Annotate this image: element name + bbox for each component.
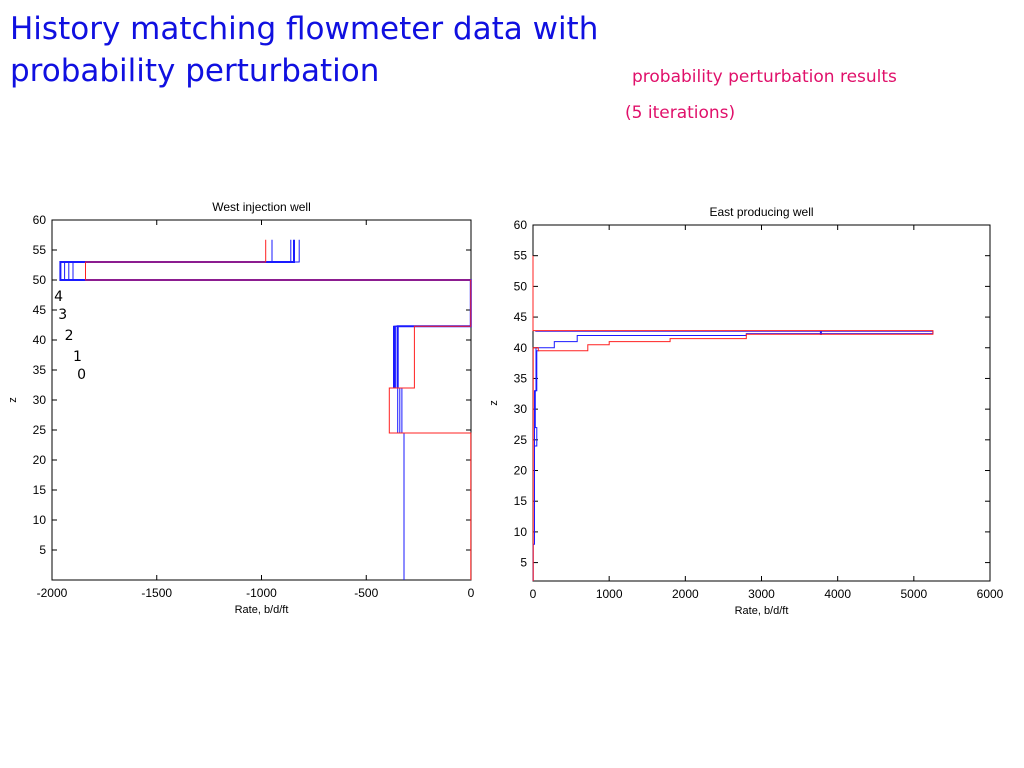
east-x-tick-label: 3000 — [748, 587, 775, 601]
west-y-tick-label: 55 — [33, 243, 47, 257]
east-x-tick-label: 1000 — [596, 587, 623, 601]
east-y-tick-label: 5 — [520, 556, 527, 570]
east-y-tick-label: 15 — [514, 494, 528, 508]
west-iteration-label: 1 — [73, 349, 82, 365]
west-iteration-label: 4 — [54, 289, 63, 305]
east-y-tick-label: 45 — [514, 310, 528, 324]
west-y-tick-label: 50 — [33, 273, 47, 287]
west-y-tick-label: 35 — [33, 363, 47, 377]
east-series-red-3 — [532, 255, 934, 581]
west-x-tick-label: -1500 — [141, 586, 172, 600]
west-x-axis-label: Rate, b/d/ft — [235, 604, 289, 616]
east-x-tick-label: 6000 — [977, 587, 1004, 601]
east-y-tick-label: 10 — [514, 525, 528, 539]
subtitle-results: probability perturbation results — [632, 67, 897, 87]
east-y-tick-label: 25 — [514, 433, 528, 447]
west-x-tick-label: -2000 — [37, 586, 68, 600]
slide-title-line-2: probability perturbation — [10, 53, 380, 89]
east-y-tick-label: 40 — [514, 341, 528, 355]
west-iteration-label: 0 — [77, 367, 86, 383]
east-y-tick-label: 55 — [514, 249, 528, 263]
east-y-axis-label: z — [488, 400, 500, 406]
east-y-tick-label: 20 — [514, 464, 528, 478]
west-y-tick-label: 30 — [33, 393, 47, 407]
west-y-tick-label: 40 — [33, 333, 47, 347]
slide-title-line-1: History matching flowmeter data with — [10, 11, 599, 47]
west-y-tick-label: 60 — [33, 213, 47, 227]
west-y-tick-label: 20 — [33, 453, 47, 467]
east-x-axis-label: Rate, b/d/ft — [735, 605, 789, 617]
west-x-tick-label: -1000 — [246, 586, 277, 600]
west-iteration-label: 2 — [65, 328, 74, 344]
east-plot-area — [532, 224, 991, 582]
east-series-blue-1 — [534, 350, 540, 446]
east-y-tick-label: 30 — [514, 402, 528, 416]
west-series-red-4 — [85, 239, 472, 580]
west-y-tick-label: 25 — [33, 423, 47, 437]
east-x-tick-label: 4000 — [824, 587, 851, 601]
west-x-tick-label: 0 — [468, 586, 475, 600]
east-chart-title: East producing well — [709, 205, 813, 219]
west-y-tick-label: 15 — [33, 483, 47, 497]
east-y-tick-label: 50 — [514, 279, 528, 293]
west-x-tick-label: -500 — [354, 586, 378, 600]
east-x-tick-label: 0 — [530, 587, 537, 601]
west-y-tick-label: 5 — [39, 543, 46, 557]
west-iteration-label: 3 — [58, 307, 67, 323]
subtitle-iterations: (5 iterations) — [625, 103, 736, 123]
slide-title: History matching flowmeter data with pro… — [10, 8, 710, 92]
west-y-tick-label: 45 — [33, 303, 47, 317]
east-x-tick-label: 5000 — [900, 587, 927, 601]
west-y-tick-label: 10 — [33, 513, 47, 527]
east-x-tick-label: 2000 — [672, 587, 699, 601]
west-y-axis-label: z — [7, 397, 19, 403]
east-y-tick-label: 60 — [514, 218, 528, 232]
west-chart-title: West injection well — [212, 200, 310, 214]
east-y-tick-label: 35 — [514, 371, 528, 385]
